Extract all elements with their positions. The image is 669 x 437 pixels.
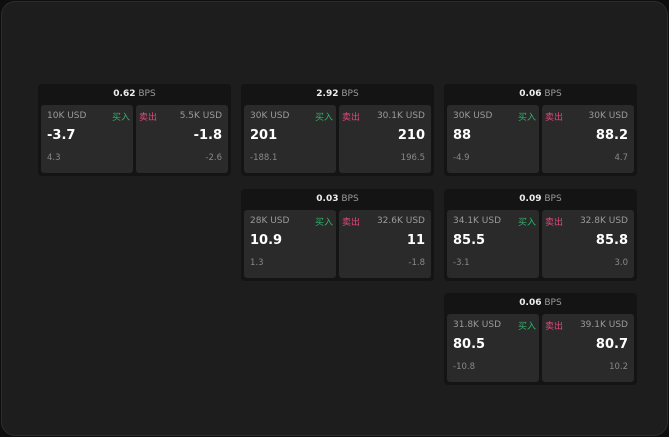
quote-card: 2.92 BPS 30K USD 买入 201 -188.1 卖出 30.1K … <box>241 84 434 176</box>
buy-label: 买入 <box>111 113 130 123</box>
spread-header: 0.09 BPS <box>444 189 637 209</box>
sell-price: 88.2 <box>595 128 628 143</box>
sell-qty: 5.5K USD <box>179 111 222 121</box>
buy-panel[interactable]: 34.1K USD 买入 85.5 -3.1 <box>447 210 539 278</box>
sell-label: 卖出 <box>545 113 564 123</box>
sell-qty: 30K USD <box>588 111 628 121</box>
spread-unit: BPS <box>341 89 359 99</box>
spread-unit: BPS <box>544 298 562 308</box>
buy-change: 1.3 <box>250 258 264 268</box>
buy-panel[interactable]: 28K USD 买入 10.9 1.3 <box>244 210 336 278</box>
sell-qty: 30.1K USD <box>376 111 425 121</box>
spread-value: 2.92 <box>316 89 339 99</box>
buy-label: 买入 <box>314 218 333 228</box>
sell-qty: 39.1K USD <box>579 320 628 330</box>
buy-price: 10.9 <box>250 233 283 248</box>
sell-panel[interactable]: 卖出 32.6K USD 11 -1.8 <box>339 210 431 278</box>
sell-label: 卖出 <box>139 113 158 123</box>
sell-change: 4.7 <box>614 153 628 163</box>
quote-card: 0.62 BPS 10K USD 买入 -3.7 4.3 卖出 5.5K USD… <box>38 84 231 176</box>
buy-qty: 10K USD <box>47 111 87 121</box>
buy-price: 80.5 <box>453 337 486 352</box>
sell-panel[interactable]: 卖出 5.5K USD -1.8 -2.6 <box>136 105 228 173</box>
sell-panel[interactable]: 卖出 30.1K USD 210 196.5 <box>339 105 431 173</box>
buy-qty: 31.8K USD <box>453 320 502 330</box>
buy-panel[interactable]: 30K USD 买入 88 -4.9 <box>447 105 539 173</box>
sell-change: 196.5 <box>400 153 425 163</box>
spread-header: 2.92 BPS <box>241 84 434 104</box>
buy-price: -3.7 <box>47 128 76 143</box>
spread-header: 0.06 BPS <box>444 84 637 104</box>
buy-qty: 30K USD <box>250 111 290 121</box>
buy-price: 88 <box>453 128 472 143</box>
sell-price: 85.8 <box>595 233 628 248</box>
buy-price: 201 <box>250 128 278 143</box>
buy-panel[interactable]: 31.8K USD 买入 80.5 -10.8 <box>447 314 539 382</box>
spread-unit: BPS <box>341 194 359 204</box>
spread-header: 0.06 BPS <box>444 293 637 313</box>
sell-label: 卖出 <box>545 322 564 332</box>
sell-label: 卖出 <box>342 218 361 228</box>
sell-change: 3.0 <box>614 258 628 268</box>
buy-qty: 28K USD <box>250 216 290 226</box>
quote-card: 0.06 BPS 30K USD 买入 88 -4.9 卖出 30K USD 8… <box>444 84 637 176</box>
sell-change: -2.6 <box>205 153 222 163</box>
buy-label: 买入 <box>517 218 536 228</box>
spread-value: 0.62 <box>113 89 136 99</box>
quote-card: 0.03 BPS 28K USD 买入 10.9 1.3 卖出 32.6K US… <box>241 189 434 281</box>
sell-panel[interactable]: 卖出 32.8K USD 85.8 3.0 <box>542 210 634 278</box>
sell-price: 210 <box>397 128 425 143</box>
spread-value: 0.06 <box>519 89 542 99</box>
sell-label: 卖出 <box>545 218 564 228</box>
buy-change: -4.9 <box>453 153 470 163</box>
buy-qty: 30K USD <box>453 111 493 121</box>
spread-value: 0.03 <box>316 194 339 204</box>
spread-unit: BPS <box>544 89 562 99</box>
buy-label: 买入 <box>517 113 536 123</box>
buy-change: -188.1 <box>250 153 278 163</box>
spread-header: 0.62 BPS <box>38 84 231 104</box>
buy-qty: 34.1K USD <box>453 216 502 226</box>
sell-qty: 32.8K USD <box>579 216 628 226</box>
sell-price: -1.8 <box>193 128 222 143</box>
buy-panel[interactable]: 10K USD 买入 -3.7 4.3 <box>41 105 133 173</box>
sell-price: 11 <box>406 233 425 248</box>
sell-panel[interactable]: 卖出 30K USD 88.2 4.7 <box>542 105 634 173</box>
buy-label: 买入 <box>517 322 536 332</box>
buy-panel[interactable]: 30K USD 买入 201 -188.1 <box>244 105 336 173</box>
sell-label: 卖出 <box>342 113 361 123</box>
sell-price: 80.7 <box>595 337 628 352</box>
spread-value: 0.06 <box>519 298 542 308</box>
buy-label: 买入 <box>314 113 333 123</box>
spread-unit: BPS <box>138 89 156 99</box>
spread-value: 0.09 <box>519 194 542 204</box>
sell-qty: 32.6K USD <box>376 216 425 226</box>
buy-change: 4.3 <box>47 153 61 163</box>
buy-change: -10.8 <box>453 362 475 372</box>
quote-card: 0.09 BPS 34.1K USD 买入 85.5 -3.1 卖出 32.8K… <box>444 189 637 281</box>
spread-unit: BPS <box>544 194 562 204</box>
buy-price: 85.5 <box>453 233 486 248</box>
sell-change: -1.8 <box>408 258 425 268</box>
quote-card: 0.06 BPS 31.8K USD 买入 80.5 -10.8 卖出 39.1… <box>444 293 637 385</box>
sell-change: 10.2 <box>609 362 628 372</box>
buy-change: -3.1 <box>453 258 470 268</box>
spread-header: 0.03 BPS <box>241 189 434 209</box>
sell-panel[interactable]: 卖出 39.1K USD 80.7 10.2 <box>542 314 634 382</box>
